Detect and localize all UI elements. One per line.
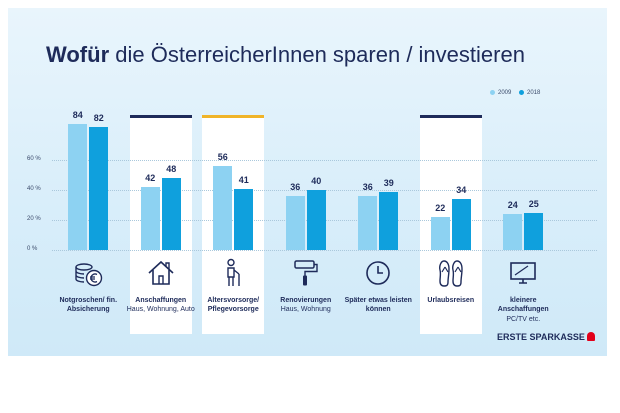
sparkasse-s-icon <box>586 332 595 341</box>
category-title: Renovierungen <box>280 297 332 304</box>
category-highlight-bar <box>202 115 265 118</box>
y-tick-label: 60 % <box>27 156 41 162</box>
legend-swatch-2009 <box>490 90 495 95</box>
chart-title: Wofür die ÖsterreicherInnen sparen / inv… <box>46 42 525 67</box>
bar-2009 <box>503 214 523 250</box>
category-title: Notgroschen/ fin. Absicherung <box>59 297 118 314</box>
legend-item-2009: 2009 <box>490 90 511 96</box>
category-subtitle: PC/TV etc. <box>506 315 541 323</box>
data-label-2009: 24 <box>507 200 518 210</box>
tv-icon <box>508 258 538 288</box>
data-label-2018: 40 <box>311 176 322 186</box>
data-label-2018: 34 <box>456 185 467 195</box>
category-subtitle: Haus, Wohnung <box>280 306 331 314</box>
clock-icon <box>363 258 393 288</box>
category-label: kleinere Anschaffungen PC/TV etc. <box>485 296 561 324</box>
category-highlight-panel <box>202 117 265 334</box>
brand-logo: ERSTE SPARKASSE <box>497 332 595 342</box>
y-tick-label: 20 % <box>27 216 41 222</box>
bar-2018 <box>234 188 254 250</box>
category-subtitle: Haus, Wohnung, Auto <box>126 306 195 314</box>
category-label: Renovierungen Haus, Wohnung <box>268 296 344 315</box>
bar-2018 <box>306 190 326 250</box>
legend-item-2018: 2018 <box>519 90 540 96</box>
data-label-2018: 25 <box>528 198 539 209</box>
bar-2009 <box>68 124 88 250</box>
data-label-2018: 39 <box>383 177 394 188</box>
elderly-person-icon <box>218 258 248 288</box>
coins-euro-icon <box>73 258 103 288</box>
y-tick-label: 0 % <box>27 246 38 252</box>
data-label-2009: 56 <box>217 152 228 162</box>
legend: 2009 2018 <box>490 90 546 96</box>
category-highlight-bar <box>419 115 482 118</box>
data-label-2018: 82 <box>93 113 104 123</box>
bar-2018 <box>524 212 544 250</box>
category-title: Urlaubsreisen <box>427 297 475 304</box>
category-highlight-bar <box>129 115 192 118</box>
data-label-2009: 36 <box>290 182 301 192</box>
bar-2009 <box>358 196 378 250</box>
y-tick-label: 40 % <box>27 186 41 192</box>
data-label-2009: 22 <box>435 203 446 213</box>
bar-2018 <box>379 191 399 250</box>
category-title: Anschaffungen <box>135 297 187 304</box>
bar-2018 <box>161 178 181 250</box>
flip-flops-icon <box>436 258 466 288</box>
bar-2018 <box>451 199 471 250</box>
bar-2009 <box>285 196 305 250</box>
data-label-2009: 36 <box>362 182 373 192</box>
bar-2009 <box>430 217 450 250</box>
category-label: Urlaubsreisen <box>413 296 489 305</box>
data-label-2009: 84 <box>72 110 83 120</box>
category-title: Später etwas leisten können <box>344 297 412 314</box>
bar-2009 <box>213 166 233 250</box>
category-highlight-panel <box>419 117 482 334</box>
category-label: Altersvorsorge/ Pflegevorsorge <box>195 296 271 315</box>
bar-2009 <box>140 187 160 250</box>
category-label: Später etwas leisten können <box>340 296 416 315</box>
category-label: Anschaffungen Haus, Wohnung, Auto <box>123 296 199 315</box>
data-label-2009: 42 <box>145 173 156 183</box>
gridline <box>52 160 597 161</box>
house-icon <box>146 258 176 288</box>
category-title: kleinere Anschaffungen <box>497 297 549 314</box>
bar-2018 <box>89 127 109 250</box>
category-title: Altersvorsorge/ Pflegevorsorge <box>207 297 260 314</box>
gridline <box>52 250 597 251</box>
category-highlight-panel <box>129 117 192 334</box>
data-label-2018: 41 <box>238 174 249 185</box>
legend-swatch-2018 <box>519 90 525 95</box>
category-label: Notgroschen/ fin. Absicherung <box>50 296 126 315</box>
paint-roller-icon <box>291 258 321 288</box>
data-label-2018: 48 <box>166 164 177 174</box>
